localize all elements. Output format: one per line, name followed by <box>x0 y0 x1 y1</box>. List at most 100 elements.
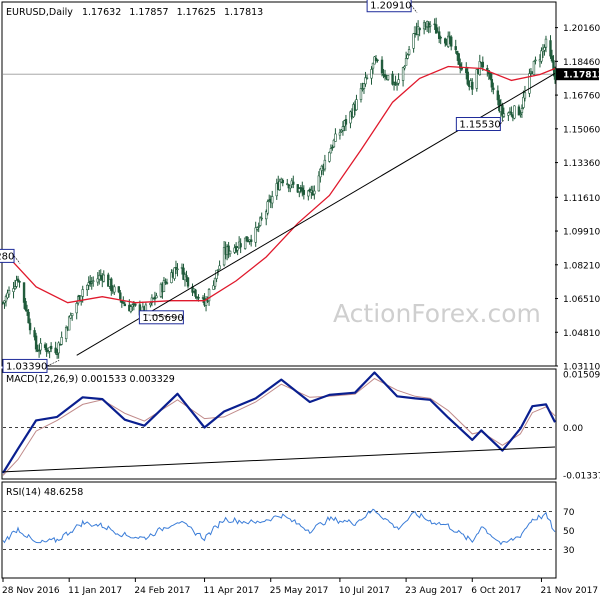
candle-body <box>185 275 188 278</box>
candle-body <box>58 344 62 346</box>
candle-body <box>174 267 178 269</box>
candle-body <box>207 289 211 302</box>
ohlc-close: 1.17813 <box>224 7 263 18</box>
macd-panel-title: MACD(12,26,9) 0.001533 0.003329 <box>6 374 175 385</box>
candle-body <box>131 304 134 308</box>
candle-body <box>155 295 158 299</box>
candle-body <box>149 302 152 306</box>
candle-body <box>317 175 321 192</box>
candle-body <box>364 77 367 85</box>
price-label-pointer <box>13 255 21 264</box>
price-label-text: 1.20910 <box>370 1 411 12</box>
candle-body <box>450 36 453 47</box>
candle-body <box>540 50 543 62</box>
candle-body <box>323 159 327 170</box>
price-label-pointer <box>410 5 418 13</box>
candle-body <box>165 282 169 284</box>
candle-body <box>371 62 375 69</box>
candle-body <box>39 342 42 351</box>
candle-body <box>510 112 513 116</box>
candle-body <box>447 35 450 47</box>
candle-body <box>301 187 304 192</box>
candle-body <box>162 280 166 292</box>
candle-body <box>67 316 71 331</box>
candle-body <box>532 61 536 75</box>
x-tick-label: 11 Jan 2017 <box>68 586 122 596</box>
moving-average-line <box>2 65 556 304</box>
candle-body <box>404 58 408 66</box>
candle-body <box>4 296 8 302</box>
candle-body <box>418 27 421 31</box>
price-y-tick-label: 1.04810 <box>563 329 600 339</box>
candle-body <box>201 297 205 299</box>
candle-body <box>69 315 72 319</box>
candle-body <box>278 180 281 191</box>
price-label-text: 1.03390 <box>6 361 47 372</box>
candle-body <box>454 46 457 51</box>
candle-body <box>444 38 447 44</box>
x-tick-label: 25 May 2017 <box>270 586 329 596</box>
candle-body <box>519 113 522 116</box>
candle-body <box>117 286 121 293</box>
candle-body <box>90 282 93 284</box>
price-y-tick-label: 1.20160 <box>563 24 600 34</box>
candle-body <box>395 83 399 85</box>
candle-body <box>12 288 15 292</box>
candle-body <box>81 289 84 297</box>
candle-body <box>129 306 133 312</box>
price-y-tick-label: 1.15060 <box>563 125 600 135</box>
candle-body <box>197 297 200 299</box>
candle-body <box>534 59 537 62</box>
price-y-tick-label: 1.11610 <box>563 194 600 204</box>
candle-body <box>502 113 506 117</box>
price-plot: 1.20910 1.08280 1.05690 1.03390 1.15530 <box>0 0 557 373</box>
rsi-panel-title: RSI(14) 48.6258 <box>6 487 83 498</box>
candle-body <box>407 49 411 55</box>
candle-body <box>370 69 373 79</box>
candle-body <box>245 236 248 242</box>
price-label-pointer <box>500 119 505 125</box>
candle-body <box>340 129 343 132</box>
candle-body <box>249 239 253 242</box>
candle-body <box>386 75 390 80</box>
candle-body <box>25 309 29 312</box>
candle-body <box>43 344 47 348</box>
candle-body <box>428 24 432 27</box>
candle-body <box>216 269 220 271</box>
candle-body <box>292 181 295 185</box>
candle-body <box>362 83 366 89</box>
x-tick-label: 23 Aug 2017 <box>405 586 463 596</box>
candle-body <box>380 59 384 74</box>
candle-body <box>48 347 51 352</box>
candle-body <box>28 322 32 331</box>
ohlc-low: 1.17625 <box>177 7 216 18</box>
ohlc-open: 1.17632 <box>82 7 121 18</box>
rsi-y-tick-label: 70 <box>563 508 575 518</box>
price-panel-title: EURUSD,Daily 1.17632 1.17857 1.17625 1.1… <box>6 7 263 18</box>
candle-body <box>22 282 26 303</box>
macd-y-tick-label: -0.013376 <box>563 472 600 482</box>
candle-body <box>298 188 301 192</box>
rsi-y-tick-label: 30 <box>563 546 575 556</box>
candle-body <box>257 226 260 228</box>
candle-body <box>332 139 336 148</box>
candle-body <box>439 36 442 39</box>
macd-plot <box>2 371 556 476</box>
candle-body <box>113 286 116 293</box>
candle-body <box>16 278 20 282</box>
candle-body <box>302 189 306 195</box>
candle-body <box>501 105 504 116</box>
candle-body <box>215 269 218 279</box>
price-label-text: 1.08280 <box>0 251 14 262</box>
candle-body <box>98 274 101 280</box>
candle-body <box>550 55 554 62</box>
macd-y-tick-label: 0.015093 <box>563 370 600 380</box>
candle-body <box>365 77 369 79</box>
candle-body <box>331 146 334 149</box>
price-y-tick-label: 1.08210 <box>563 261 600 271</box>
candle-body <box>406 54 409 59</box>
candle-body <box>266 201 269 214</box>
candle-body <box>520 108 524 113</box>
candle-body <box>265 211 268 220</box>
